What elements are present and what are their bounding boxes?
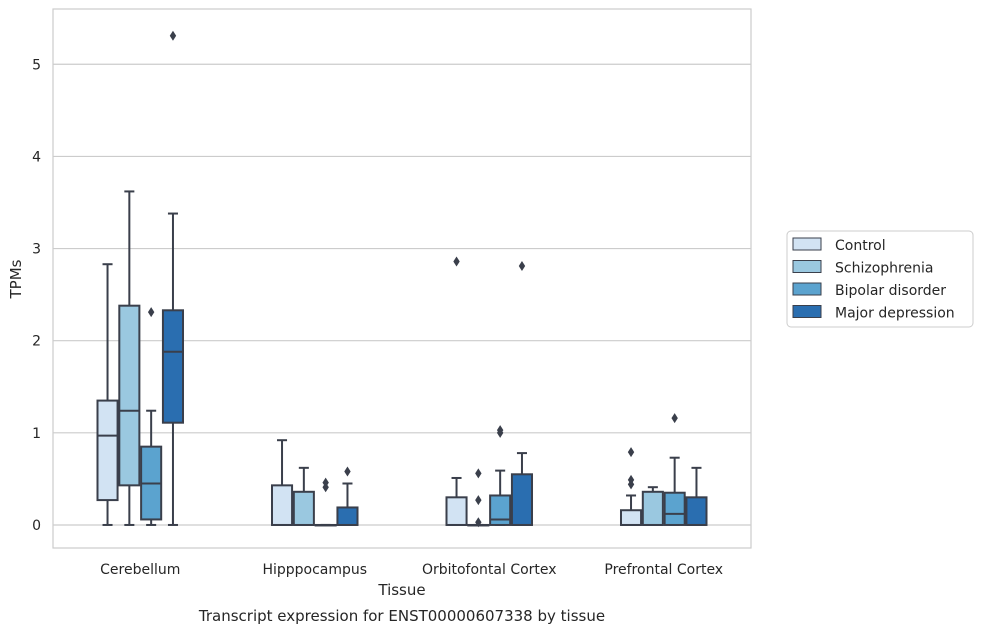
iqr-box bbox=[663, 491, 686, 526]
iqr-box bbox=[685, 496, 708, 526]
box-major-depression bbox=[161, 30, 185, 526]
box-bipolar-disorder bbox=[489, 425, 512, 526]
box-control bbox=[270, 439, 294, 526]
x-tick-label: Orbitofontal Cortex bbox=[422, 562, 557, 578]
outlier-point bbox=[453, 256, 460, 267]
x-tick-label: Hipppocampus bbox=[262, 562, 367, 578]
box-major-depression bbox=[685, 466, 708, 526]
legend-label: Control bbox=[835, 238, 886, 254]
box-control bbox=[96, 263, 119, 526]
outlier-point bbox=[671, 413, 678, 424]
y-tick-labels: 0 1 2 3 4 5 bbox=[32, 57, 41, 534]
box-control bbox=[619, 447, 643, 526]
outlier-point bbox=[496, 425, 504, 436]
box-schizophrenia bbox=[641, 486, 664, 526]
box-bipolar-disorder bbox=[663, 413, 686, 526]
x-axis-label: Tissue bbox=[377, 581, 425, 599]
outlier-point bbox=[344, 466, 351, 477]
boxes bbox=[96, 30, 708, 528]
legend-label: Bipolar disorder bbox=[835, 283, 946, 299]
outlier-point bbox=[518, 261, 526, 272]
iqr-box bbox=[619, 509, 643, 526]
iqr-box bbox=[118, 304, 141, 487]
box-control bbox=[445, 256, 468, 526]
box-major-depression bbox=[510, 261, 534, 526]
outlier-point bbox=[169, 30, 177, 41]
iqr-box bbox=[161, 309, 185, 424]
box-bipolar-disorder bbox=[140, 307, 163, 526]
x-tick-labels: Cerebellum Hipppocampus Orbitofontal Corte… bbox=[100, 562, 723, 578]
plot-frame bbox=[52, 8, 752, 549]
legend-label: Schizophrenia bbox=[835, 261, 933, 277]
iqr-box bbox=[292, 490, 315, 526]
outlier-point bbox=[627, 447, 635, 458]
y-tick-label: 0 bbox=[32, 518, 41, 534]
legend-swatch bbox=[792, 282, 822, 296]
iqr-box bbox=[96, 399, 119, 502]
y-tick-label: 3 bbox=[32, 242, 41, 258]
legend-swatch bbox=[792, 305, 822, 318]
legend-label: Major depression bbox=[835, 306, 955, 322]
iqr-box bbox=[641, 490, 664, 526]
legend-swatch bbox=[792, 260, 822, 273]
chart-caption: Transcript expression for ENST0000060733… bbox=[198, 607, 605, 625]
y-tick-label: 4 bbox=[32, 149, 41, 165]
x-tick-label: Prefrontal Cortex bbox=[604, 562, 723, 578]
y-tick-label: 2 bbox=[32, 334, 41, 350]
x-tick-label: Cerebellum bbox=[100, 562, 180, 578]
box-schizophrenia bbox=[292, 466, 315, 526]
outlier-point bbox=[475, 468, 482, 479]
legend-swatch bbox=[792, 237, 822, 251]
outlier-point bbox=[147, 307, 155, 318]
legend-frame bbox=[786, 230, 974, 328]
box-schizophrenia bbox=[118, 190, 141, 526]
iqr-box bbox=[489, 494, 512, 526]
box-major-depression bbox=[336, 466, 359, 526]
iqr-box bbox=[445, 496, 468, 526]
y-tick-label: 5 bbox=[32, 57, 41, 73]
outlier-point bbox=[475, 495, 482, 506]
iqr-box bbox=[510, 473, 534, 526]
iqr-box bbox=[336, 506, 359, 526]
legend: Control Schizophrenia Bipolar disorder Majo… bbox=[786, 230, 974, 328]
box-bipolar-disorder bbox=[314, 477, 337, 527]
box-schizophrenia bbox=[467, 468, 490, 528]
outlier-point bbox=[627, 474, 635, 485]
iqr-box bbox=[270, 484, 294, 526]
outlier-point bbox=[322, 477, 329, 488]
y-tick-label: 1 bbox=[32, 426, 41, 442]
y-axis-label: TPMs bbox=[7, 259, 25, 299]
outlier-point bbox=[475, 517, 482, 528]
